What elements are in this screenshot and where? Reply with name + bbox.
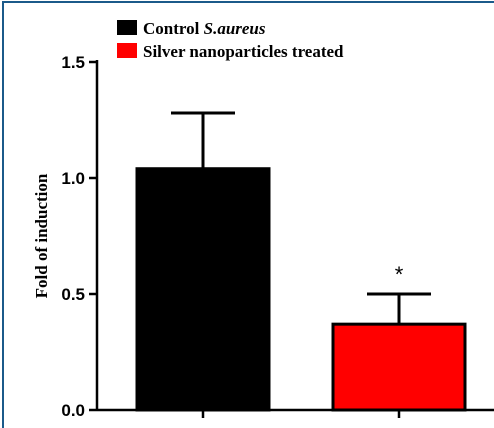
y-axis-label: Fold of induction [32, 173, 51, 298]
y-tick-label: 1.5 [61, 53, 85, 72]
legend-swatch [117, 43, 137, 58]
y-tick-label: 1.0 [61, 169, 85, 188]
bar-control [135, 167, 271, 412]
legend-label: Control S.aureus [143, 19, 266, 38]
y-tick-label: 0.0 [61, 401, 85, 420]
y-tick-label: 0.5 [61, 285, 85, 304]
legend-swatch [117, 20, 137, 35]
bar-treated [331, 322, 467, 412]
legend-label: Silver nanoparticles treated [143, 42, 344, 61]
y-tick-group: 0.0 0.5 1.0 1.5 [61, 53, 97, 420]
bars-group: * [135, 111, 467, 412]
significance-marker: * [395, 262, 404, 287]
axes-group [95, 60, 494, 418]
legend: Control S.aureus Silver nanoparticles tre… [117, 19, 344, 61]
